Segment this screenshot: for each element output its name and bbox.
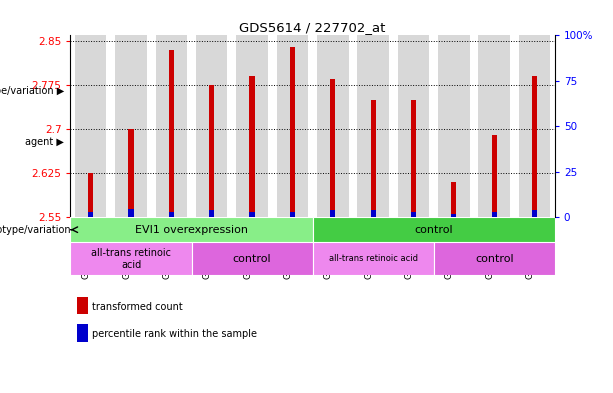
Text: all-trans retinoic
acid: all-trans retinoic acid — [91, 248, 171, 270]
Text: control: control — [475, 254, 514, 264]
Bar — [411, 212, 416, 217]
Bar — [88, 212, 93, 217]
Bar — [398, 35, 429, 217]
Bar — [438, 35, 470, 217]
Bar — [196, 35, 227, 217]
Bar — [249, 212, 255, 217]
Text: agent ▶: agent ▶ — [26, 137, 64, 147]
Text: transformed count: transformed count — [92, 301, 183, 312]
Bar — [290, 212, 295, 217]
Bar — [370, 210, 376, 217]
Bar — [451, 182, 457, 217]
Bar — [357, 35, 389, 217]
Bar — [532, 210, 537, 217]
Bar — [479, 35, 510, 217]
Bar — [411, 100, 416, 217]
Bar — [451, 214, 457, 217]
Text: control: control — [233, 254, 272, 264]
Bar — [249, 76, 255, 217]
Bar — [330, 79, 335, 217]
Bar — [191, 242, 313, 275]
Bar — [290, 47, 295, 217]
Bar — [115, 35, 147, 217]
Bar — [209, 85, 215, 217]
Text: EVI1 overexpression: EVI1 overexpression — [135, 225, 248, 235]
Bar — [492, 135, 497, 217]
Bar — [169, 50, 174, 217]
Bar — [433, 242, 555, 275]
Bar — [128, 209, 134, 217]
Bar — [370, 100, 376, 217]
Bar — [532, 76, 537, 217]
Text: genotype/variation ▶: genotype/variation ▶ — [0, 86, 64, 96]
Bar — [519, 35, 550, 217]
Title: GDS5614 / 227702_at: GDS5614 / 227702_at — [240, 21, 386, 34]
Bar — [492, 212, 497, 217]
Text: control: control — [414, 225, 453, 235]
Bar — [313, 217, 555, 242]
Bar — [276, 35, 308, 217]
Bar — [70, 242, 191, 275]
Text: genotype/variation: genotype/variation — [0, 225, 71, 235]
Bar — [156, 35, 187, 217]
Bar — [70, 217, 313, 242]
Bar — [330, 210, 335, 217]
Text: percentile rank within the sample: percentile rank within the sample — [92, 329, 257, 339]
Bar — [88, 173, 93, 217]
Bar — [169, 212, 174, 217]
Bar — [209, 210, 215, 217]
Bar — [75, 35, 107, 217]
Text: all-trans retinoic acid: all-trans retinoic acid — [329, 254, 417, 263]
Bar — [313, 242, 434, 275]
Bar — [128, 129, 134, 217]
Bar — [237, 35, 268, 217]
Bar — [317, 35, 349, 217]
